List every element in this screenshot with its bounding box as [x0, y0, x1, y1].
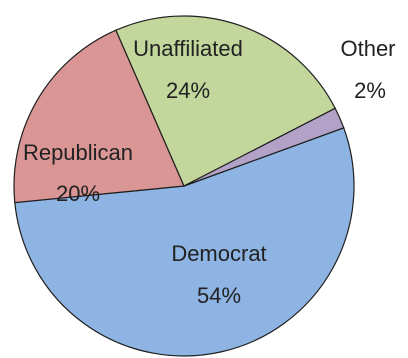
pie-slices: [13, 15, 355, 357]
label-republican-value: 20%: [56, 181, 100, 206]
label-other-name: Other: [340, 36, 395, 61]
label-republican-name: Republican: [23, 140, 133, 165]
label-democrat-name: Democrat: [171, 241, 266, 266]
label-other-value: 2%: [354, 78, 386, 103]
slice-democrat: [14, 127, 355, 357]
slice-other: [183, 107, 345, 187]
label-unaffiliated-name: Unaffiliated: [133, 36, 243, 61]
slice-republican: [13, 29, 185, 204]
slice-unaffiliated: [115, 15, 337, 187]
label-unaffiliated-value: 24%: [166, 78, 210, 103]
label-democrat-value: 54%: [197, 283, 241, 308]
